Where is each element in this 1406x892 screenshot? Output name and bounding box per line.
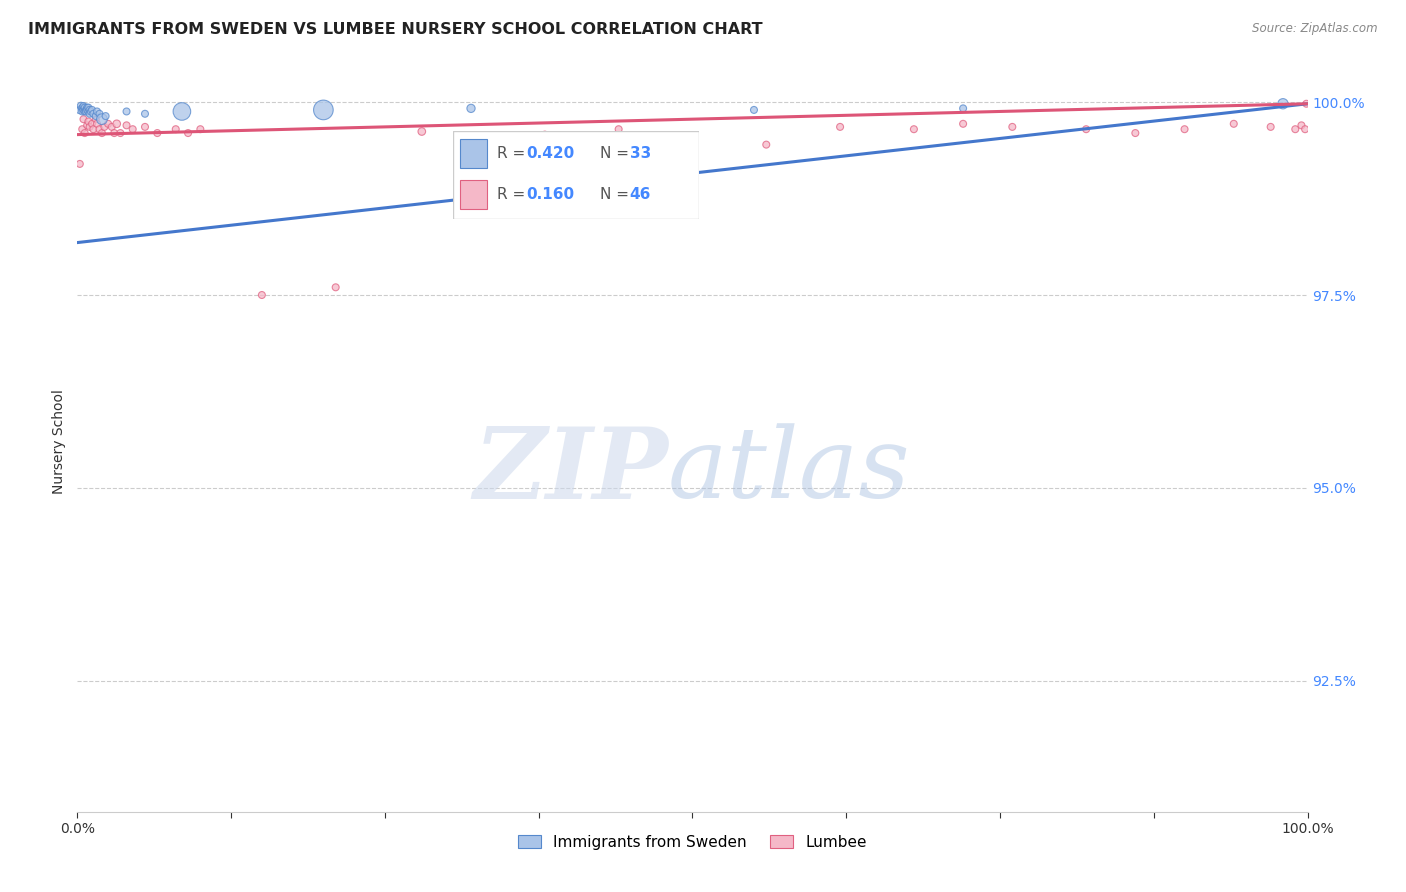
Point bbox=[82, 107, 104, 121]
Point bbox=[903, 122, 925, 136]
Point bbox=[105, 117, 128, 131]
Point bbox=[755, 137, 778, 152]
Point bbox=[312, 103, 335, 117]
Point bbox=[460, 101, 482, 115]
Point bbox=[72, 101, 94, 115]
Point bbox=[101, 120, 124, 134]
Point bbox=[76, 119, 98, 133]
Point bbox=[115, 119, 138, 133]
Point bbox=[742, 103, 765, 117]
Point bbox=[1291, 119, 1313, 133]
Point bbox=[1001, 120, 1024, 134]
Point bbox=[86, 117, 108, 131]
Point bbox=[146, 126, 169, 140]
Point bbox=[82, 122, 104, 136]
Point bbox=[73, 104, 96, 119]
Y-axis label: Nursery School: Nursery School bbox=[52, 389, 66, 494]
Point bbox=[77, 101, 100, 115]
Point bbox=[72, 103, 94, 117]
Point bbox=[1260, 120, 1282, 134]
Point bbox=[1294, 122, 1316, 136]
Point bbox=[79, 107, 101, 121]
Point bbox=[75, 103, 97, 117]
Point bbox=[89, 122, 111, 136]
Point bbox=[952, 117, 974, 131]
Point bbox=[90, 112, 114, 127]
Point bbox=[607, 122, 630, 136]
Point bbox=[1174, 122, 1197, 136]
Point bbox=[76, 103, 98, 117]
Point bbox=[82, 103, 104, 117]
Point bbox=[134, 120, 156, 134]
Point bbox=[1295, 96, 1317, 111]
Point bbox=[97, 117, 120, 131]
Point bbox=[93, 120, 115, 134]
Point bbox=[84, 109, 107, 123]
Point bbox=[121, 122, 143, 136]
Point bbox=[82, 117, 104, 131]
Point bbox=[250, 288, 273, 302]
Point bbox=[79, 120, 101, 134]
Point bbox=[69, 103, 91, 117]
Point bbox=[165, 122, 187, 136]
Point bbox=[1272, 96, 1295, 111]
Point bbox=[94, 109, 117, 123]
Point bbox=[76, 101, 98, 115]
Point bbox=[70, 122, 93, 136]
Legend: Immigrants from Sweden, Lumbee: Immigrants from Sweden, Lumbee bbox=[512, 829, 873, 856]
Point bbox=[325, 280, 347, 294]
Point bbox=[77, 114, 100, 128]
Text: ZIP: ZIP bbox=[472, 423, 668, 519]
Point bbox=[70, 101, 93, 115]
Point bbox=[70, 99, 93, 113]
Point bbox=[1284, 122, 1306, 136]
Point bbox=[73, 126, 96, 140]
Point bbox=[103, 126, 125, 140]
Point bbox=[411, 124, 433, 138]
Point bbox=[170, 104, 193, 119]
Point bbox=[70, 104, 93, 119]
Point bbox=[534, 128, 557, 142]
Point bbox=[115, 104, 138, 119]
Text: IMMIGRANTS FROM SWEDEN VS LUMBEE NURSERY SCHOOL CORRELATION CHART: IMMIGRANTS FROM SWEDEN VS LUMBEE NURSERY… bbox=[28, 22, 762, 37]
Point bbox=[72, 112, 94, 127]
Text: Source: ZipAtlas.com: Source: ZipAtlas.com bbox=[1253, 22, 1378, 36]
Point bbox=[69, 157, 91, 171]
Point bbox=[77, 104, 100, 119]
Point bbox=[84, 112, 107, 127]
Point bbox=[1125, 126, 1147, 140]
Point bbox=[110, 126, 132, 140]
Point bbox=[134, 107, 156, 121]
Point bbox=[830, 120, 852, 134]
Point bbox=[80, 104, 103, 119]
Point bbox=[75, 104, 97, 119]
Point bbox=[79, 103, 101, 117]
Text: atlas: atlas bbox=[668, 424, 911, 519]
Point bbox=[89, 107, 111, 121]
Point bbox=[1223, 117, 1246, 131]
Point bbox=[73, 101, 96, 115]
Point bbox=[682, 141, 704, 155]
Point bbox=[86, 104, 108, 119]
Point bbox=[952, 101, 974, 115]
Point bbox=[177, 126, 200, 140]
Point bbox=[188, 122, 212, 136]
Point bbox=[1076, 122, 1098, 136]
Point bbox=[90, 126, 114, 140]
Point bbox=[72, 99, 94, 113]
